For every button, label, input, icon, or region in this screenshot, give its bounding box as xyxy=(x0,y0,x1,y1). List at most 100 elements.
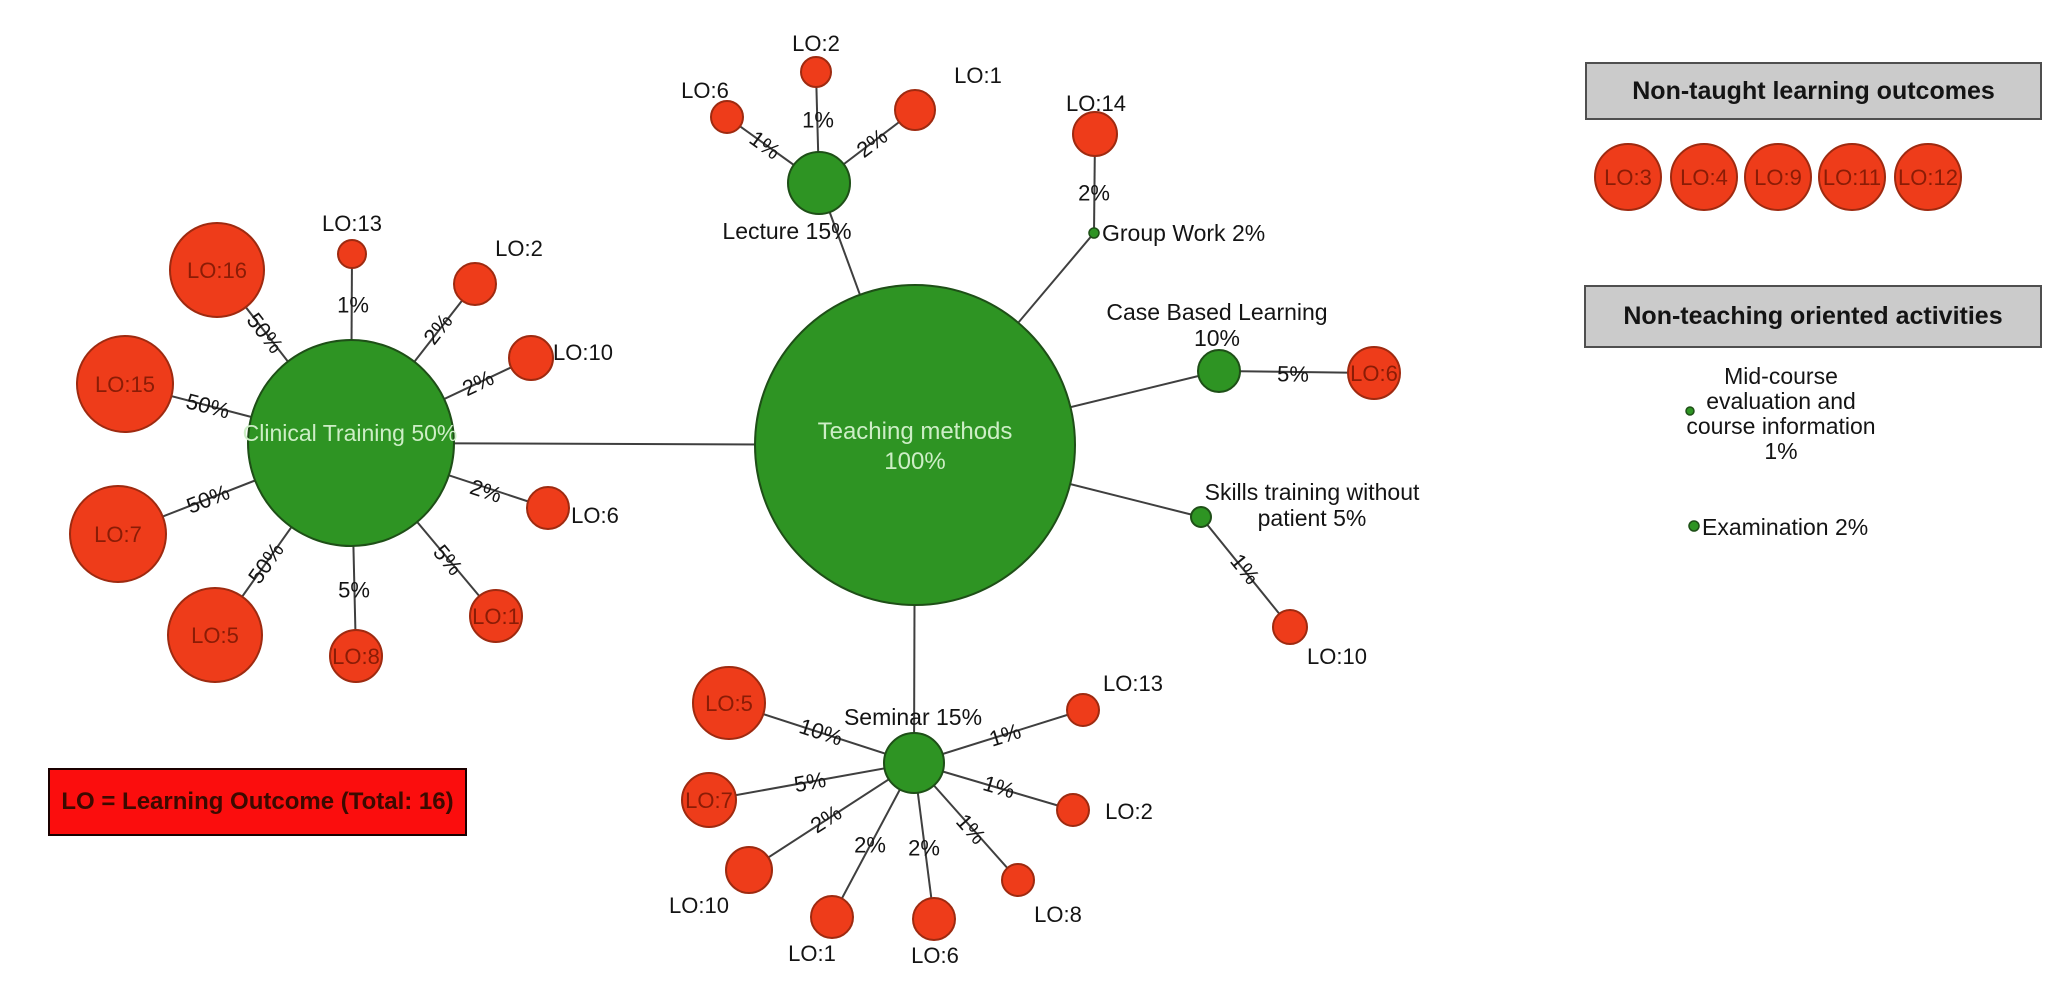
node-label-n11: LO:11 xyxy=(1823,165,1881,190)
node-label-sm6: LO:6 xyxy=(911,943,959,968)
outcome-circle-n4 xyxy=(1670,143,1738,211)
edge-label-sem-sm10: 2% xyxy=(806,800,846,838)
node-label-c2: LO:2 xyxy=(495,236,543,261)
edge-label-sem-sm2: 1% xyxy=(980,770,1018,803)
node-label-c6: LO:6 xyxy=(571,503,619,528)
outcome-circle-c6 xyxy=(526,486,570,530)
outcome-circle-c7 xyxy=(69,485,167,583)
outcome-circle-sm8 xyxy=(1001,863,1035,897)
node-label-c13: LO:13 xyxy=(322,211,382,236)
edge-sem-sm7 xyxy=(708,762,915,801)
outcome-circle-g14 xyxy=(1072,111,1118,157)
node-label-s10: LO:10 xyxy=(1307,644,1367,669)
edge-label-ct-c8: 5% xyxy=(338,578,370,603)
node-label-sm13: LO:13 xyxy=(1103,671,1163,696)
outcome-circle-c16 xyxy=(169,222,265,318)
node-label-c1: LO:1 xyxy=(472,604,520,629)
edge-label-ct-c15: 50% xyxy=(184,388,233,423)
edge-label-ct-c16: 50% xyxy=(242,308,289,358)
node-label-mce: Mid-course evaluation and course informati… xyxy=(1686,363,1875,464)
edge-label-ct-c10: 2% xyxy=(458,365,497,401)
node-label-lec: Lecture 15% xyxy=(722,218,851,244)
node-label-sm10: LO:10 xyxy=(669,893,729,918)
outcome-circle-n3 xyxy=(1594,143,1662,211)
outcome-circle-s10 xyxy=(1272,609,1308,645)
outcome-circle-cb6 xyxy=(1347,346,1401,400)
activity-dot-exam xyxy=(1688,520,1700,532)
node-label-ct: Clinical Training 50% xyxy=(243,420,458,446)
node-label-l6: LO:6 xyxy=(681,78,729,103)
node-label-sm5: LO:5 xyxy=(705,691,753,716)
method-circle-ct xyxy=(247,339,455,547)
edge-sem-sm10 xyxy=(748,762,915,871)
outcome-circle-l1 xyxy=(894,89,936,131)
node-label-sm8: LO:8 xyxy=(1034,902,1082,927)
node-label-n4: LO:4 xyxy=(1680,165,1728,190)
outcome-circle-sm7 xyxy=(681,772,737,828)
node-label-g14: LO:14 xyxy=(1066,91,1126,116)
edge-label-gw-g14: 2% xyxy=(1078,181,1110,206)
edge-label-lec-l6: 1% xyxy=(745,126,785,165)
node-label-c16: LO:16 xyxy=(187,258,247,283)
edge-label-ct-c5: 50% xyxy=(243,538,289,588)
node-label-exam: Examination 2% xyxy=(1702,514,1868,540)
activity-dot-mce xyxy=(1685,406,1695,416)
edge-label-sem-sm1: 2% xyxy=(854,833,886,858)
node-label-l1: LO:1 xyxy=(954,63,1002,88)
edge-label-ct-c6: 2% xyxy=(467,474,505,508)
node-label-n3: LO:3 xyxy=(1604,165,1652,190)
edge-label-ct-c7: 50% xyxy=(183,479,233,518)
non-taught-outcomes-header: Non-taught learning outcomes xyxy=(1585,62,2042,120)
outcome-circle-n9 xyxy=(1744,143,1812,211)
outcome-circle-c8 xyxy=(329,629,383,683)
method-circle-cbl xyxy=(1197,349,1241,393)
node-label-n12: LO:12 xyxy=(1898,165,1958,190)
edge-label-sem-sm7: 5% xyxy=(792,767,828,797)
node-label-sm1: LO:1 xyxy=(788,941,836,966)
non-teaching-activities-header: Non-teaching oriented activities xyxy=(1584,285,2042,348)
outcome-circle-c1 xyxy=(469,589,523,643)
node-label-c15: LO:15 xyxy=(95,372,155,397)
outcome-circle-n12 xyxy=(1894,143,1962,211)
node-label-tm: Teaching methods 100% xyxy=(818,418,1013,475)
outcome-circle-c2 xyxy=(453,262,497,306)
outcome-circle-sm10 xyxy=(725,846,773,894)
outcome-circle-sm6 xyxy=(912,897,956,941)
outcome-circle-sm1 xyxy=(810,895,854,939)
edge-label-ct-c13: 1% xyxy=(337,293,369,318)
outcome-circle-sm2 xyxy=(1056,793,1090,827)
outcome-circle-l2 xyxy=(800,56,832,88)
method-circle-tm xyxy=(754,284,1076,606)
node-label-c7: LO:7 xyxy=(94,522,142,547)
edge-label-sem-sm5: 10% xyxy=(796,713,846,750)
method-circle-sem xyxy=(883,732,945,794)
outcome-circle-c13 xyxy=(337,239,367,269)
node-label-sm2: LO:2 xyxy=(1105,799,1153,824)
outcome-circle-c10 xyxy=(508,335,554,381)
outcome-circle-sm5 xyxy=(692,666,766,740)
node-label-sm7: LO:7 xyxy=(685,788,733,813)
method-circle-skl xyxy=(1190,506,1212,528)
node-label-cbl: Case Based Learning 10% xyxy=(1106,299,1327,351)
edge-label-sem-sm6: 2% xyxy=(908,836,940,861)
edge-label-sem-sm13: 1% xyxy=(986,718,1024,751)
node-label-skl: Skills training without patient 5% xyxy=(1205,479,1420,531)
outcome-circle-c5 xyxy=(167,587,263,683)
node-label-cb6: LO:6 xyxy=(1350,361,1398,386)
node-label-gw: Group Work 2% xyxy=(1102,220,1265,246)
outcome-circle-n11 xyxy=(1818,143,1886,211)
edge-label-lec-l2: 1% xyxy=(802,108,834,133)
outcome-circle-sm13 xyxy=(1066,693,1100,727)
method-circle-lec xyxy=(787,151,851,215)
outcome-circle-l6 xyxy=(710,100,744,134)
node-label-l2: LO:2 xyxy=(792,31,840,56)
node-label-c10: LO:10 xyxy=(553,340,613,365)
node-label-c5: LO:5 xyxy=(191,623,239,648)
edge-label-cbl-cb6: 5% xyxy=(1277,361,1309,386)
node-label-sem: Seminar 15% xyxy=(844,704,982,730)
activity-dot-gw xyxy=(1088,227,1100,239)
node-label-c8: LO:8 xyxy=(332,644,380,669)
edge-label-lec-l1: 2% xyxy=(852,123,892,162)
